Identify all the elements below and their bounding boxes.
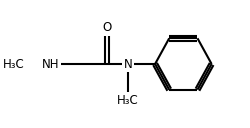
Text: O: O xyxy=(102,21,112,34)
Text: H₃C: H₃C xyxy=(117,94,139,107)
Text: H₃C: H₃C xyxy=(2,57,24,71)
Text: NH: NH xyxy=(42,57,59,71)
Text: N: N xyxy=(124,57,132,71)
